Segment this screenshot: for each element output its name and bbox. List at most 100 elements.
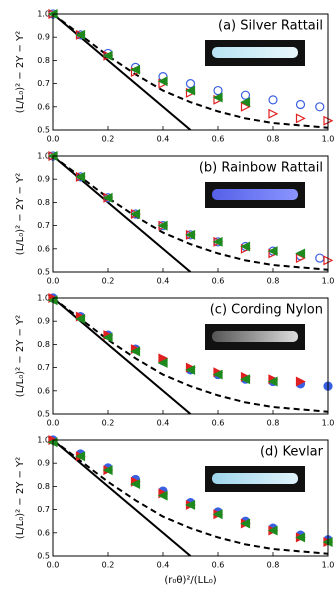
y-tick-label: 1.0 [37,436,50,445]
dashed-line [53,14,328,129]
plot-area [53,440,328,556]
y-tick-label: 0.9 [37,33,50,42]
x-tick-label: 0.6 [212,419,225,428]
y-tick-label: 0.7 [37,79,50,88]
photo-fiber [212,189,298,200]
dashed-line [53,440,328,555]
x-tick-label: 1.0 [322,277,335,286]
data-point [185,499,196,510]
x-tick-label: 1.0 [322,135,335,144]
x-tick-label: 0.4 [157,277,170,286]
data-point [75,171,86,182]
x-tick-label: 0.0 [47,277,60,286]
axes-frame [52,13,329,131]
data-point [130,209,141,219]
x-tick-label: 0.8 [267,277,280,286]
y-tick-label: 0.9 [37,459,50,468]
data-point [75,29,86,40]
dashed-line [53,298,328,413]
x-tick-label: 0.2 [102,561,115,570]
data-point [102,332,113,343]
x-tick-label: 0.6 [212,135,225,144]
axes-frame [52,439,329,557]
x-tick-label: 0.2 [102,419,115,428]
y-tick-label: 0.8 [37,340,50,349]
data-point [212,236,223,247]
data-point [267,525,278,536]
data-point [295,376,306,387]
photo-fiber [212,47,298,58]
x-tick-label: 1.0 [322,561,335,570]
data-point [185,85,196,96]
data-point [315,102,325,112]
data-point [157,357,168,368]
panel-title: (b) Rainbow Rattail [199,161,323,176]
y-tick-label: 0.9 [37,317,50,326]
data-point [130,479,141,490]
data-point [102,192,113,203]
y-tick-label: 0.5 [37,126,50,135]
data-point [130,64,141,75]
y-tick-label: 1.0 [37,294,50,303]
x-tick-label: 0.2 [102,277,115,286]
data-point [102,465,113,476]
axes-frame [52,155,329,273]
data-point [157,220,168,231]
x-tick-label: 0.4 [157,419,170,428]
data-point [267,376,278,387]
data-point [295,113,306,124]
data-point [130,346,141,357]
x-tick-label: 0.0 [47,135,60,144]
x-tick-label: 0.4 [157,135,170,144]
plot-area [53,14,328,130]
data-point [268,95,278,105]
panel-title: (d) Kevlar [260,445,324,460]
y-tick-label: 1.0 [37,10,50,19]
y-tick-label: 0.8 [37,482,50,491]
y-tick-label: 0.9 [37,175,50,184]
data-point [185,364,196,375]
y-tick-label: 0.8 [37,56,50,65]
y-tick-label: 0.7 [37,363,50,372]
data-point [75,313,86,324]
y-axis-label: (L/L₀)² − 2Y − Y² [15,457,26,539]
axes-frame [52,297,329,415]
y-tick-label: 0.6 [37,528,50,537]
y-tick-label: 0.7 [37,505,50,514]
y-axis-label: (L/L₀)² − 2Y − Y² [15,173,26,255]
x-tick-label: 0.4 [157,561,170,570]
data-point [267,246,278,257]
data-point [295,99,306,110]
plot-area [53,298,328,414]
data-point [268,108,279,119]
x-tick-label: 0.6 [212,277,225,286]
x-tick-label: 0.0 [47,419,60,428]
y-tick-label: 0.5 [37,552,50,561]
y-tick-label: 0.8 [37,198,50,207]
photo-fiber [212,331,298,342]
data-point [295,532,306,543]
x-tick-label: 0.6 [212,561,225,570]
data-point [240,97,251,108]
data-point [212,509,223,520]
x-tick-label: 0.8 [267,419,280,428]
y-tick-label: 0.6 [37,244,50,253]
data-point [185,229,196,240]
data-point [213,85,223,96]
data-point [240,90,251,100]
panel-title: (a) Silver Rattail [218,19,323,34]
data-point [212,369,223,380]
x-axis-label: (r₀θ)²/(LL₀) [164,575,216,586]
y-tick-label: 0.5 [37,268,50,277]
data-point [102,50,113,61]
data-point [240,374,251,385]
y-tick-label: 0.6 [37,386,50,395]
y-tick-label: 0.5 [37,410,50,419]
x-tick-label: 0.0 [47,561,60,570]
y-tick-label: 0.7 [37,221,50,230]
x-tick-label: 0.8 [267,135,280,144]
x-tick-label: 0.2 [102,135,115,144]
plot-area [53,156,328,272]
data-point [240,518,251,529]
